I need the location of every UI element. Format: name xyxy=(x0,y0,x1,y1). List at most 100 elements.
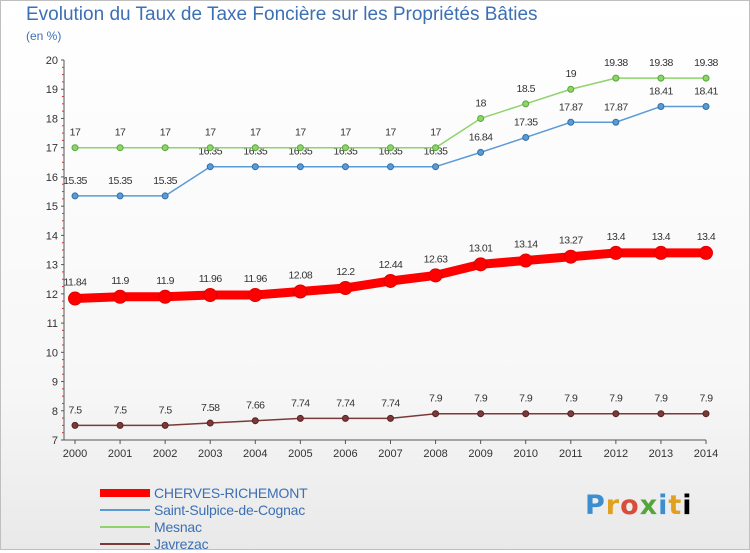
data-point xyxy=(432,410,440,418)
x-tick-label: 2003 xyxy=(198,448,222,460)
data-label: 16.84 xyxy=(469,131,493,143)
data-label: 17.87 xyxy=(559,101,583,113)
y-tick-label: 12 xyxy=(46,289,58,301)
data-point xyxy=(522,410,530,418)
data-point xyxy=(383,273,398,288)
data-point xyxy=(71,192,79,200)
data-point xyxy=(702,410,710,418)
legend-label-mesnac: Mesnac xyxy=(154,519,202,535)
y-tick-label: 19 xyxy=(46,84,58,96)
data-label: 12.08 xyxy=(288,270,312,282)
legend-label-saint-sulpice: Saint-Sulpice-de-Cognac xyxy=(154,502,306,518)
data-label: 7.66 xyxy=(246,400,265,412)
x-tick-label: 2004 xyxy=(243,448,267,460)
chart-title: Evolution du Taux de Taxe Foncière sur l… xyxy=(26,4,538,25)
data-point xyxy=(657,410,665,418)
logo-letter: P xyxy=(585,490,606,521)
data-label: 7.9 xyxy=(654,393,668,405)
data-point xyxy=(206,144,214,152)
x-tick-label: 2010 xyxy=(513,448,537,460)
data-point xyxy=(702,102,710,110)
data-point xyxy=(477,148,485,156)
legend-label-cherves-richemont: CHERVES-RICHEMONT xyxy=(154,485,308,501)
data-label: 13.4 xyxy=(697,231,716,243)
data-label: 7.5 xyxy=(159,404,173,416)
x-tick-label: 2008 xyxy=(423,448,447,460)
data-point xyxy=(518,253,533,268)
data-point xyxy=(563,249,578,264)
data-label: 7.9 xyxy=(429,393,443,405)
y-axis-unit: (en %) xyxy=(26,29,62,43)
data-label: 16.35 xyxy=(198,146,222,158)
data-label: 17 xyxy=(385,127,396,139)
data-point xyxy=(387,414,394,422)
proxiti-logo[interactable]: Proxiti xyxy=(585,490,693,521)
data-point xyxy=(653,245,668,260)
data-label: 11.96 xyxy=(199,273,223,285)
data-point xyxy=(657,74,665,82)
y-tick-label: 11 xyxy=(47,318,58,330)
legend-swatch-saint-sulpice xyxy=(100,509,150,511)
data-point xyxy=(567,410,575,418)
data-label: 17.87 xyxy=(604,101,628,113)
data-label: 7.9 xyxy=(564,393,578,405)
x-tick-label: 2007 xyxy=(378,448,402,460)
data-label: 19.38 xyxy=(649,57,673,69)
data-point xyxy=(203,288,218,303)
x-tick-label: 2009 xyxy=(468,448,492,460)
data-label: 15.35 xyxy=(153,175,177,187)
y-tick-label: 8 xyxy=(52,406,58,418)
x-tick-label: 2013 xyxy=(649,448,673,460)
data-label: 17 xyxy=(70,127,81,139)
data-point xyxy=(251,163,259,171)
data-point xyxy=(296,163,304,171)
data-label: 7.9 xyxy=(699,393,713,405)
data-label: 17.35 xyxy=(514,116,538,128)
data-label: 13.4 xyxy=(607,231,626,243)
data-label: 11.9 xyxy=(156,275,174,287)
data-point xyxy=(567,85,575,93)
data-label: 12.44 xyxy=(379,259,403,271)
data-point xyxy=(158,289,173,304)
data-point xyxy=(657,102,665,110)
data-point xyxy=(116,144,124,152)
legend-label-javrezac: Javrezac xyxy=(154,536,209,552)
logo-letter: i xyxy=(682,490,693,521)
data-label: 16.35 xyxy=(243,146,267,158)
data-label: 15.35 xyxy=(108,175,132,187)
data-point xyxy=(432,163,440,171)
data-label: 11.84 xyxy=(64,277,88,289)
data-point xyxy=(522,133,530,141)
x-tick-label: 2001 xyxy=(108,448,132,460)
legend-swatch-javrezac xyxy=(100,543,150,545)
data-label: 7.74 xyxy=(336,397,355,409)
logo-letter: t xyxy=(668,490,683,521)
data-point xyxy=(248,288,263,303)
data-label: 17 xyxy=(160,127,171,139)
data-label: 12.63 xyxy=(424,253,448,265)
x-tick-label: 2006 xyxy=(333,448,357,460)
data-point xyxy=(251,417,259,425)
data-point xyxy=(612,118,620,126)
y-tick-label: 15 xyxy=(46,201,58,213)
data-point xyxy=(387,144,394,152)
y-tick-label: 20 xyxy=(46,55,58,67)
data-point xyxy=(477,114,485,122)
data-point xyxy=(387,163,394,171)
data-point xyxy=(567,118,575,126)
data-label: 7.74 xyxy=(381,397,400,409)
data-label: 16.35 xyxy=(288,146,312,158)
data-label: 13.14 xyxy=(514,239,538,251)
data-label: 13.01 xyxy=(469,242,493,254)
legend-swatch-cherves-richemont xyxy=(100,489,150,497)
y-tick-label: 7 xyxy=(52,435,58,447)
data-label: 19.38 xyxy=(604,57,628,69)
data-label: 17 xyxy=(430,127,441,139)
data-point xyxy=(116,421,124,429)
data-label: 18.41 xyxy=(694,85,718,97)
data-point xyxy=(206,419,214,427)
data-label: 7.9 xyxy=(609,393,623,405)
data-label: 7.9 xyxy=(519,393,533,405)
